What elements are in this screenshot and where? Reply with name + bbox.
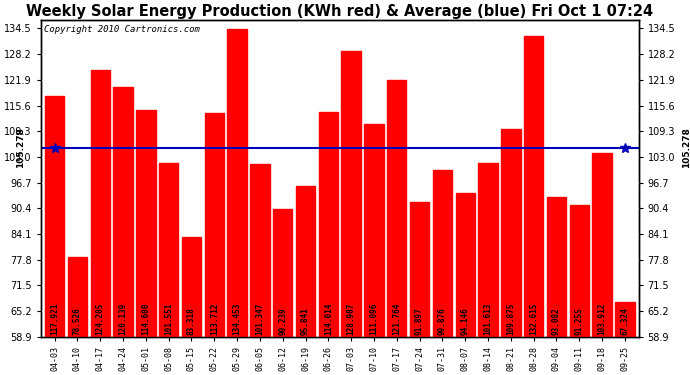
- Bar: [228, 28, 247, 337]
- Bar: [433, 170, 452, 337]
- Text: 132.615: 132.615: [529, 302, 538, 335]
- Bar: [90, 70, 110, 337]
- Bar: [342, 51, 361, 337]
- Text: 105.278: 105.278: [682, 127, 690, 168]
- Bar: [569, 205, 589, 337]
- Text: 121.764: 121.764: [393, 302, 402, 335]
- Bar: [159, 163, 179, 337]
- Text: 109.875: 109.875: [506, 302, 515, 335]
- Bar: [205, 113, 224, 337]
- Bar: [364, 124, 384, 337]
- Bar: [455, 193, 475, 337]
- Bar: [136, 110, 155, 337]
- Text: 103.912: 103.912: [598, 302, 607, 335]
- Text: 94.146: 94.146: [461, 307, 470, 335]
- Text: 128.907: 128.907: [346, 302, 355, 335]
- Title: Weekly Solar Energy Production (KWh red) & Average (blue) Fri Oct 1 07:24: Weekly Solar Energy Production (KWh red)…: [26, 4, 653, 19]
- Text: Copyright 2010 Cartronics.com: Copyright 2010 Cartronics.com: [44, 25, 200, 34]
- Bar: [546, 197, 566, 337]
- Bar: [319, 112, 338, 337]
- Text: 114.014: 114.014: [324, 302, 333, 335]
- Bar: [273, 209, 293, 337]
- Bar: [524, 36, 543, 337]
- Text: 67.324: 67.324: [620, 307, 629, 335]
- Bar: [615, 303, 635, 337]
- Bar: [45, 96, 64, 337]
- Text: 90.239: 90.239: [278, 307, 287, 335]
- Text: 113.712: 113.712: [210, 302, 219, 335]
- Text: 83.318: 83.318: [187, 307, 196, 335]
- Bar: [181, 237, 201, 337]
- Text: 120.139: 120.139: [119, 302, 128, 335]
- Bar: [410, 202, 429, 337]
- Text: 93.082: 93.082: [552, 307, 561, 335]
- Bar: [501, 129, 520, 337]
- Text: 124.205: 124.205: [96, 302, 105, 335]
- Bar: [68, 257, 87, 337]
- Text: 91.255: 91.255: [575, 307, 584, 335]
- Bar: [478, 163, 497, 337]
- Text: 78.526: 78.526: [73, 307, 82, 335]
- Text: 117.921: 117.921: [50, 302, 59, 335]
- Bar: [250, 164, 270, 337]
- Text: 111.096: 111.096: [369, 302, 378, 335]
- Text: 101.551: 101.551: [164, 302, 173, 335]
- Bar: [296, 186, 315, 337]
- Text: 114.600: 114.600: [141, 302, 150, 335]
- Bar: [592, 153, 612, 337]
- Text: 91.897: 91.897: [415, 307, 424, 335]
- Text: 99.876: 99.876: [438, 307, 447, 335]
- Text: 95.841: 95.841: [301, 307, 310, 335]
- Text: 105.278: 105.278: [16, 127, 25, 168]
- Text: 101.613: 101.613: [484, 302, 493, 335]
- Bar: [387, 80, 406, 337]
- Text: 134.453: 134.453: [233, 302, 241, 335]
- Bar: [113, 87, 132, 337]
- Text: 101.347: 101.347: [255, 302, 264, 335]
